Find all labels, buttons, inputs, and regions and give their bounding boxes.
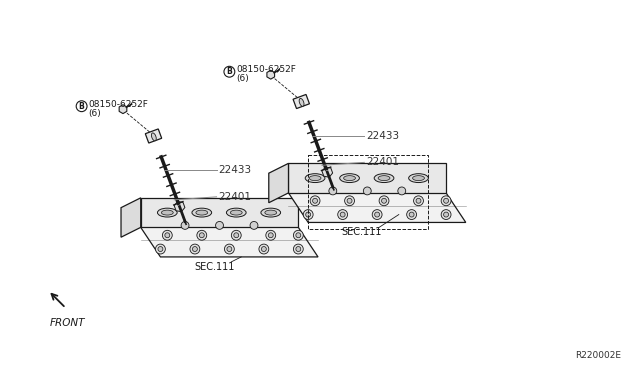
Circle shape xyxy=(340,212,345,217)
Circle shape xyxy=(190,244,200,254)
Circle shape xyxy=(156,244,165,254)
Ellipse shape xyxy=(230,210,242,215)
Ellipse shape xyxy=(344,176,355,180)
Circle shape xyxy=(197,230,207,240)
Circle shape xyxy=(234,233,239,238)
Ellipse shape xyxy=(157,208,177,217)
Ellipse shape xyxy=(196,210,208,215)
Text: (6): (6) xyxy=(236,74,249,83)
Ellipse shape xyxy=(227,208,246,217)
Ellipse shape xyxy=(340,174,360,183)
Text: (6): (6) xyxy=(88,109,101,118)
Circle shape xyxy=(406,210,417,219)
Circle shape xyxy=(199,233,204,238)
Polygon shape xyxy=(141,198,298,227)
Circle shape xyxy=(413,196,424,206)
Text: 22433: 22433 xyxy=(366,131,399,141)
Circle shape xyxy=(165,233,170,238)
Circle shape xyxy=(312,198,317,203)
Ellipse shape xyxy=(309,176,321,180)
Circle shape xyxy=(372,210,382,219)
Circle shape xyxy=(441,210,451,219)
Text: B: B xyxy=(227,67,232,76)
Circle shape xyxy=(261,247,266,251)
Ellipse shape xyxy=(261,208,280,217)
Ellipse shape xyxy=(409,174,428,183)
Circle shape xyxy=(293,230,303,240)
Circle shape xyxy=(266,230,276,240)
Text: SEC.111: SEC.111 xyxy=(194,262,234,272)
Polygon shape xyxy=(121,198,141,237)
Circle shape xyxy=(216,221,223,230)
Ellipse shape xyxy=(378,176,390,180)
Circle shape xyxy=(259,244,269,254)
Circle shape xyxy=(231,230,241,240)
Circle shape xyxy=(158,247,163,251)
Text: 08150-6252F: 08150-6252F xyxy=(236,65,296,74)
Circle shape xyxy=(268,233,273,238)
Text: 22433: 22433 xyxy=(218,165,252,175)
Circle shape xyxy=(409,212,414,217)
Text: FRONT: FRONT xyxy=(50,318,86,328)
Polygon shape xyxy=(293,94,310,109)
Ellipse shape xyxy=(299,99,304,106)
Ellipse shape xyxy=(161,210,173,215)
Circle shape xyxy=(296,233,301,238)
Circle shape xyxy=(338,210,348,219)
Circle shape xyxy=(347,198,352,203)
Circle shape xyxy=(444,212,449,217)
Circle shape xyxy=(293,244,303,254)
Circle shape xyxy=(329,187,337,195)
Circle shape xyxy=(306,212,310,217)
Circle shape xyxy=(227,247,232,251)
Circle shape xyxy=(296,247,301,251)
Ellipse shape xyxy=(413,176,424,180)
Ellipse shape xyxy=(374,174,394,183)
Circle shape xyxy=(310,196,320,206)
Polygon shape xyxy=(289,163,446,193)
Circle shape xyxy=(344,196,355,206)
Polygon shape xyxy=(145,129,162,143)
Circle shape xyxy=(398,187,406,195)
Circle shape xyxy=(374,212,380,217)
Polygon shape xyxy=(289,193,466,222)
Circle shape xyxy=(163,230,172,240)
Circle shape xyxy=(303,210,313,219)
Circle shape xyxy=(181,221,189,230)
Circle shape xyxy=(381,198,387,203)
Circle shape xyxy=(250,221,258,230)
Circle shape xyxy=(416,198,421,203)
Text: SEC.111: SEC.111 xyxy=(342,227,382,237)
Ellipse shape xyxy=(152,133,156,141)
Text: 08150-6252F: 08150-6252F xyxy=(88,100,148,109)
Circle shape xyxy=(444,198,449,203)
Ellipse shape xyxy=(192,208,212,217)
Circle shape xyxy=(441,196,451,206)
Text: 22401: 22401 xyxy=(218,192,252,202)
Circle shape xyxy=(193,247,197,251)
Text: B: B xyxy=(79,102,84,111)
Polygon shape xyxy=(269,163,289,203)
Circle shape xyxy=(225,244,234,254)
Text: R220002E: R220002E xyxy=(575,351,621,360)
Text: 22401: 22401 xyxy=(366,157,399,167)
Ellipse shape xyxy=(305,174,325,183)
Circle shape xyxy=(379,196,389,206)
Circle shape xyxy=(364,187,371,195)
Polygon shape xyxy=(141,227,318,257)
Ellipse shape xyxy=(265,210,276,215)
